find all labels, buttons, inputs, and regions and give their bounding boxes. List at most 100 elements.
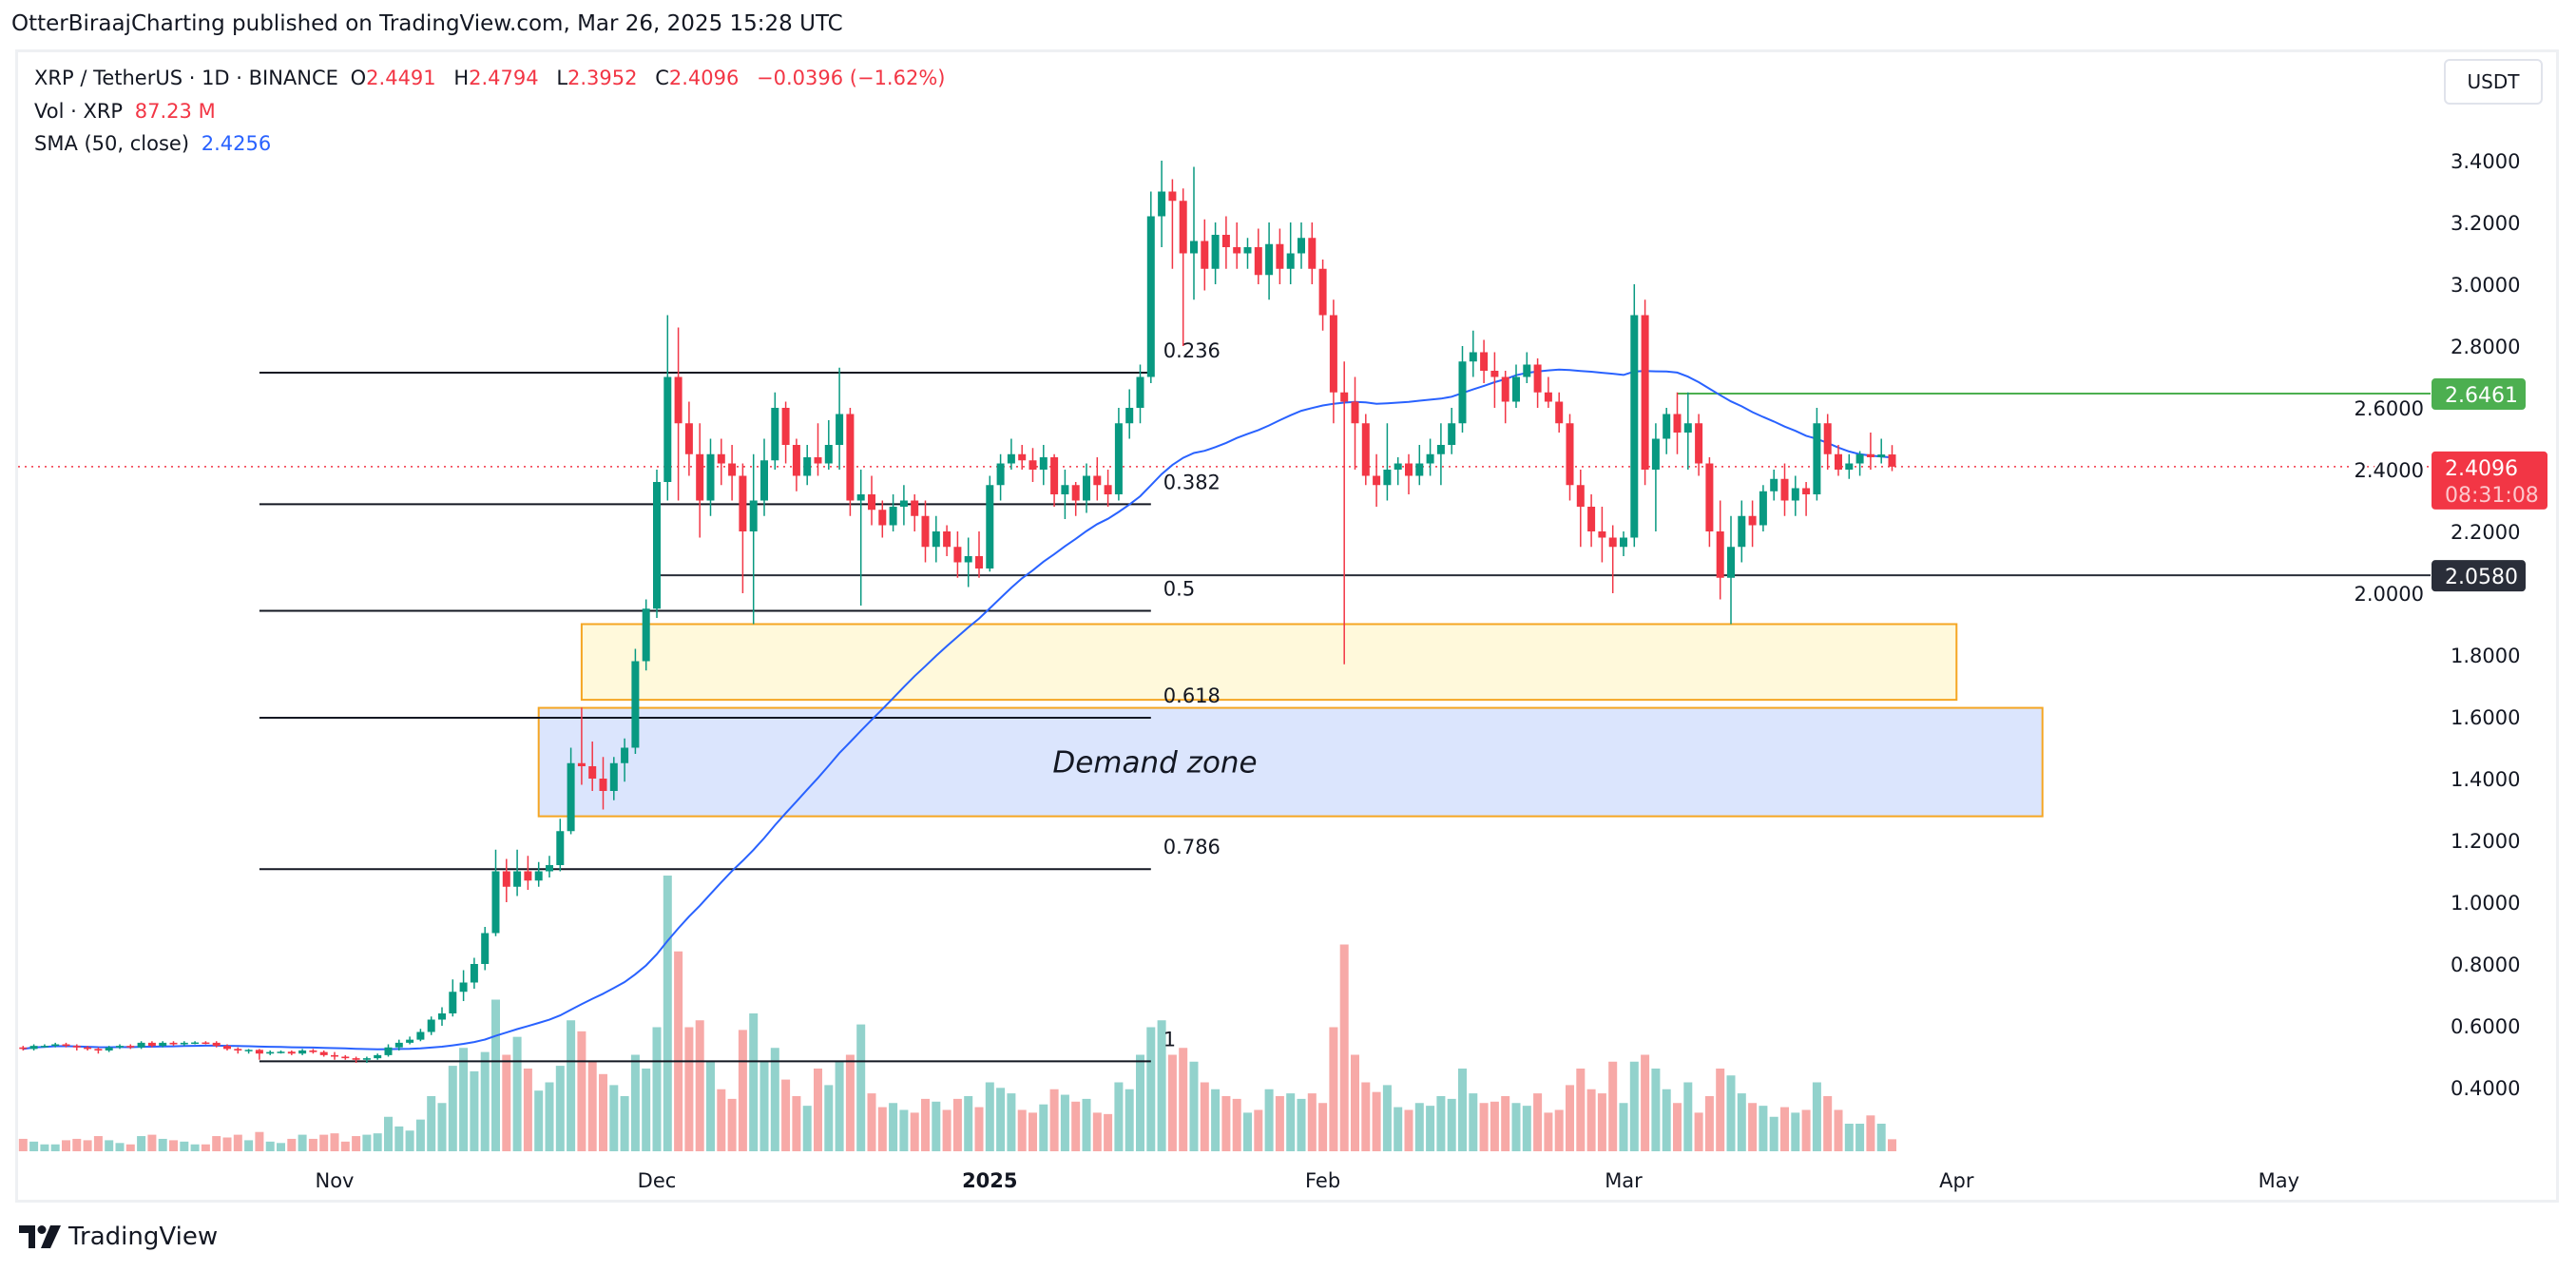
volume-bar — [1125, 1089, 1134, 1151]
volume-bar — [587, 1061, 597, 1151]
volume-bar — [899, 1109, 909, 1151]
candle-body — [1480, 352, 1489, 371]
candle — [1598, 507, 1606, 563]
fib-level-label: 1 — [1163, 1028, 1176, 1050]
volume-bar — [1683, 1082, 1693, 1151]
candle-body — [964, 556, 972, 563]
candle-body — [1555, 401, 1564, 424]
symbol-legend[interactable]: XRP / TetherUS · 1D · BINANCE O2.4491 H2… — [34, 67, 951, 89]
candle-body — [642, 608, 650, 662]
candle — [1695, 414, 1703, 476]
price-tick-label: 2.8000 — [2451, 336, 2520, 358]
price-tick-label: 2.6000 — [2355, 397, 2424, 420]
volume-bar — [255, 1131, 264, 1151]
close-value: C2.4096 — [655, 67, 744, 89]
volume-bar — [1447, 1098, 1456, 1151]
volume-bar — [1114, 1082, 1124, 1151]
current-price-text: 2.4096 — [2445, 457, 2518, 481]
volume-bar — [415, 1119, 425, 1151]
volume-legend[interactable]: Vol · XRP 87.23 M — [34, 100, 221, 123]
volume-bar — [1179, 1048, 1188, 1151]
candle — [223, 1044, 231, 1050]
currency-button[interactable]: USDT — [2444, 59, 2543, 105]
candle — [868, 475, 875, 526]
volume-bar — [674, 951, 683, 1151]
sma-legend[interactable]: SMA (50, close) 2.4256 — [34, 132, 277, 155]
volume-bar — [1297, 1098, 1306, 1151]
candle — [1835, 445, 1842, 476]
candle-body — [298, 1050, 307, 1054]
candle — [911, 494, 919, 531]
volume-bar — [298, 1134, 307, 1151]
volume-bar — [1361, 1082, 1371, 1151]
volume-bar — [1511, 1103, 1521, 1151]
candle-body — [491, 871, 500, 934]
volume-bar — [1458, 1069, 1467, 1151]
volume-bar — [1597, 1093, 1606, 1151]
candle-body — [1190, 241, 1198, 254]
volume-bar — [749, 1013, 759, 1151]
volume-bar — [330, 1133, 339, 1151]
candle-body — [1608, 537, 1617, 548]
candle — [760, 438, 768, 516]
volume-bar — [502, 1054, 511, 1151]
volume-bar — [115, 1143, 125, 1151]
candle-body — [1394, 463, 1402, 470]
candle — [1018, 445, 1027, 470]
candle-body — [1114, 423, 1123, 494]
candle — [524, 856, 532, 890]
candle-body — [1373, 475, 1381, 486]
volume-bar — [867, 1093, 876, 1151]
candle — [921, 500, 930, 563]
candle-body — [1501, 376, 1509, 402]
candle-body — [706, 453, 715, 501]
candle-body — [374, 1054, 382, 1059]
candle-body — [1436, 445, 1445, 454]
volume-bar — [29, 1141, 39, 1151]
candle-body — [427, 1019, 435, 1032]
volume-bar — [1060, 1094, 1069, 1151]
candle-body — [760, 460, 768, 501]
candle-body — [1265, 243, 1274, 276]
candle-body — [996, 463, 1005, 486]
candle — [1802, 482, 1811, 516]
volume-bar — [125, 1144, 135, 1151]
candle-body — [1748, 515, 1757, 526]
tradingview-logo[interactable]: TradingView — [19, 1223, 218, 1251]
candle-body — [717, 453, 725, 464]
volume-bar — [480, 1051, 490, 1151]
candle — [1866, 433, 1874, 470]
volume-bar — [491, 999, 500, 1151]
candle-body — [116, 1046, 124, 1048]
volume-bar — [1608, 1061, 1618, 1151]
candle — [546, 856, 553, 877]
close-label: C — [655, 67, 669, 89]
candle — [1576, 470, 1585, 548]
volume-bar — [1254, 1109, 1263, 1151]
candle — [94, 1047, 103, 1054]
price-tick-label: 3.4000 — [2451, 150, 2520, 173]
candle — [137, 1041, 145, 1050]
volume-bar — [1394, 1107, 1403, 1151]
candle — [1512, 364, 1520, 408]
candle — [1308, 222, 1317, 284]
demand-zone-box[interactable] — [537, 706, 2044, 818]
candle — [481, 927, 490, 971]
candle — [1039, 445, 1048, 486]
candle — [1458, 346, 1467, 433]
volume-bar — [942, 1109, 952, 1151]
volume-bar — [1189, 1061, 1199, 1151]
price-level-badge-text: 2.6461 — [2445, 384, 2518, 408]
volume-bar — [609, 1085, 619, 1151]
candle — [384, 1044, 393, 1057]
price-tick-label: 1.2000 — [2451, 830, 2520, 853]
candle — [943, 525, 952, 556]
supply-zone-box[interactable] — [580, 623, 1958, 702]
candle-body — [384, 1047, 393, 1055]
candle-body — [319, 1051, 328, 1055]
volume-bar — [1704, 1096, 1714, 1151]
volume-bar — [1801, 1109, 1811, 1151]
volume-bar — [555, 1066, 565, 1151]
candle — [29, 1044, 38, 1050]
